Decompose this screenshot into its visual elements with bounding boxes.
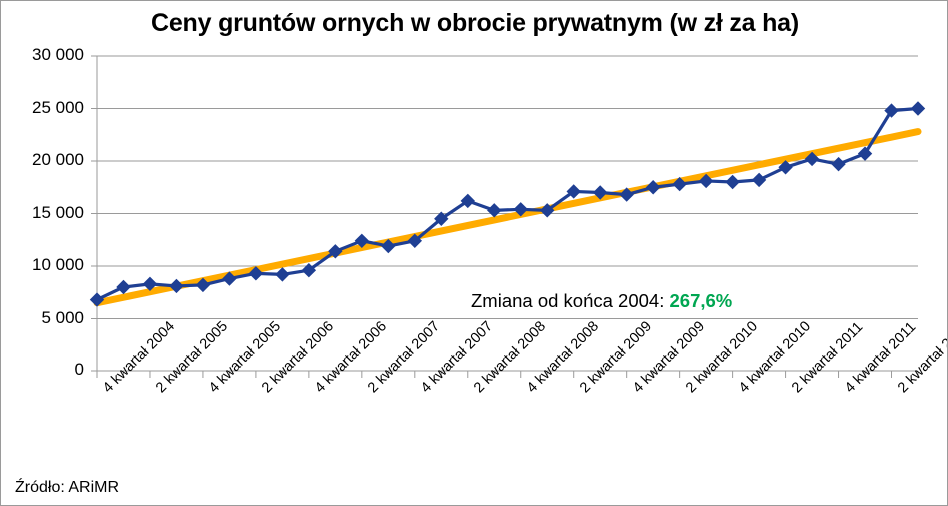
y-axis-tick-label: 30 000: [32, 45, 84, 64]
x-axis-ticks: [96, 371, 919, 378]
y-axis-tick-label: 5 000: [41, 307, 84, 327]
data-point-marker: [513, 202, 528, 217]
chart-title: Ceny gruntów ornych w obrocie prywatnym …: [150, 9, 800, 37]
data-point-marker: [857, 146, 873, 161]
change-annotation-value: 267,6%: [669, 290, 733, 311]
data-point-marker: [540, 203, 555, 218]
y-axis-tick-label: 25 000: [32, 97, 84, 117]
data-point-marker: [698, 173, 714, 189]
data-point-marker: [619, 187, 634, 202]
data-point-marker: [89, 292, 105, 307]
data-point-marker: [645, 180, 661, 195]
data-point-marker: [910, 101, 926, 116]
data-point-marker: [222, 271, 237, 286]
data-point-marker: [301, 262, 317, 278]
data-point-marker: [116, 279, 131, 295]
y-axis-tick-label: 15 000: [32, 202, 84, 222]
data-point-marker: [407, 233, 423, 249]
data-point-marker: [778, 160, 793, 175]
data-point-marker: [725, 174, 740, 190]
data-point-marker: [804, 151, 820, 167]
data-point-marker: [434, 211, 449, 226]
data-point-marker: [169, 278, 184, 294]
y-axis-tick-label: 20 000: [32, 150, 84, 169]
data-point-marker: [142, 276, 158, 292]
data-point-marker: [275, 267, 290, 282]
trendline: [93, 128, 922, 307]
data-point-marker: [592, 185, 608, 200]
data-point-marker: [381, 238, 396, 254]
y-axis-tick-label: 10 000: [32, 255, 84, 274]
change-annotation-label: Zmiana od końca 2004:: [471, 290, 670, 311]
data-point-marker: [831, 156, 846, 172]
data-point-marker: [487, 203, 502, 218]
change-annotation: Zmiana od końca 2004: 267,6%: [471, 290, 732, 312]
data-point-markers: [89, 101, 926, 307]
y-axis-ticks: [91, 55, 97, 372]
data-point-marker: [195, 277, 211, 293]
data-point-marker: [672, 176, 687, 192]
data-point-marker: [884, 103, 899, 118]
data-series-line: [96, 106, 919, 302]
data-point-marker: [751, 172, 767, 188]
data-point-marker: [354, 233, 370, 249]
y-axis-tick-label: 0: [74, 360, 84, 379]
data-point-marker: [328, 244, 343, 259]
source-note: Źródło: ARiMR: [15, 479, 124, 497]
data-point-marker: [460, 193, 475, 209]
data-point-marker: [248, 266, 264, 281]
data-point-marker: [566, 184, 581, 199]
gridlines: [97, 55, 918, 372]
